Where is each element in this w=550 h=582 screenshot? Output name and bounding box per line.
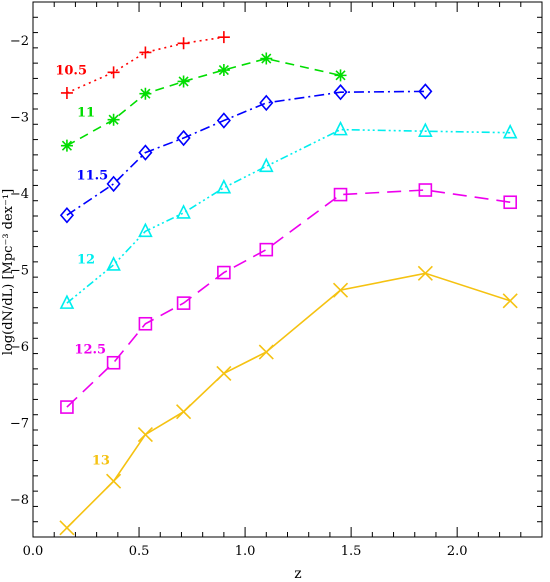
y-axis-label: log(dN/dL) [Mpc⁻³ dex⁻¹] — [1, 189, 16, 355]
x-tick-label: 2.0 — [447, 544, 468, 559]
series-label: 10.5 — [55, 64, 87, 79]
data-point-x — [106, 473, 122, 489]
series-label: 13 — [92, 453, 110, 468]
data-point-square — [259, 242, 274, 257]
data-point-plus — [60, 86, 73, 99]
data-point-triangle — [176, 204, 191, 219]
y-tick-label: −5 — [10, 264, 29, 279]
series-11.5: 11.5 — [59, 83, 433, 224]
data-point-diamond — [418, 83, 433, 100]
y-tick-label: −4 — [10, 187, 29, 202]
data-point-square — [503, 195, 517, 210]
series-line — [66, 128, 511, 304]
data-point-triangle — [138, 222, 153, 238]
data-point-x — [258, 344, 274, 360]
data-point-x — [332, 282, 349, 298]
data-point-triangle — [59, 294, 75, 309]
x-axis-label: z — [294, 566, 301, 582]
data-point-square — [106, 355, 121, 370]
data-point-triangle — [258, 157, 274, 173]
data-point-diamond — [176, 129, 191, 147]
series-label: 12.5 — [74, 343, 106, 358]
data-point-square — [176, 296, 191, 310]
data-point-x — [176, 404, 192, 420]
data-point-square — [333, 187, 348, 202]
series-line — [66, 189, 511, 408]
y-tick-label: −7 — [10, 416, 29, 431]
data-point-asterisk — [334, 69, 347, 82]
data-point-x — [417, 265, 433, 281]
series-10.5: 10.5 — [55, 31, 230, 99]
data-point-x — [59, 520, 75, 536]
data-point-triangle — [106, 256, 121, 271]
data-point-square — [418, 183, 433, 197]
data-point-square — [60, 400, 74, 414]
x-tick-label: 1.5 — [341, 544, 362, 559]
series-13: 13 — [59, 265, 518, 536]
y-tick-label: −3 — [10, 111, 29, 126]
series-label: 12 — [77, 252, 95, 267]
data-point-triangle — [502, 123, 518, 139]
data-point-diamond — [138, 144, 153, 161]
axis-layer: 0.0 0.5 1.0 1.5 2.0 −2 −3 −4 −5 −6 −7 −8 — [10, 1, 543, 559]
data-point-x — [502, 293, 518, 309]
data-point-diamond — [106, 175, 121, 193]
series-label: 11 — [77, 106, 95, 121]
data-point-x — [137, 427, 153, 443]
data-point-diamond — [259, 94, 274, 112]
data-point-triangle — [333, 120, 348, 136]
data-point-diamond — [59, 207, 74, 224]
series-layer: 10.5 11 11.5 12 12.5 13 — [55, 31, 518, 536]
data-point-asterisk — [139, 87, 152, 100]
y-tick-label: −2 — [10, 34, 29, 49]
data-point-square — [138, 316, 153, 331]
series-11: 11 — [60, 52, 347, 152]
data-point-plus — [217, 31, 230, 44]
x-tick-label: 0.5 — [129, 544, 150, 559]
data-point-asterisk — [177, 75, 190, 88]
series-12.5: 12.5 — [60, 183, 517, 414]
series-12: 12 — [59, 120, 518, 309]
y-tick-label: −6 — [10, 340, 29, 355]
data-point-diamond — [333, 83, 348, 101]
data-point-diamond — [216, 112, 231, 129]
data-point-asterisk — [107, 113, 120, 126]
data-point-asterisk — [260, 52, 273, 65]
series-line — [66, 36, 225, 94]
data-point-plus — [107, 66, 120, 79]
series-line — [66, 272, 511, 529]
series-label: 11.5 — [77, 168, 109, 183]
data-point-plus — [139, 46, 152, 59]
data-point-asterisk — [60, 139, 73, 152]
data-point-triangle — [216, 178, 232, 194]
data-point-triangle — [418, 122, 433, 137]
x-tick-label: 1.0 — [235, 544, 256, 559]
data-point-plus — [177, 37, 190, 50]
x-tick-label: 0.0 — [23, 544, 44, 559]
data-point-square — [217, 265, 231, 280]
data-point-asterisk — [217, 64, 230, 77]
data-point-x — [216, 365, 232, 382]
y-tick-label: −8 — [10, 493, 29, 508]
series-line — [66, 90, 426, 216]
